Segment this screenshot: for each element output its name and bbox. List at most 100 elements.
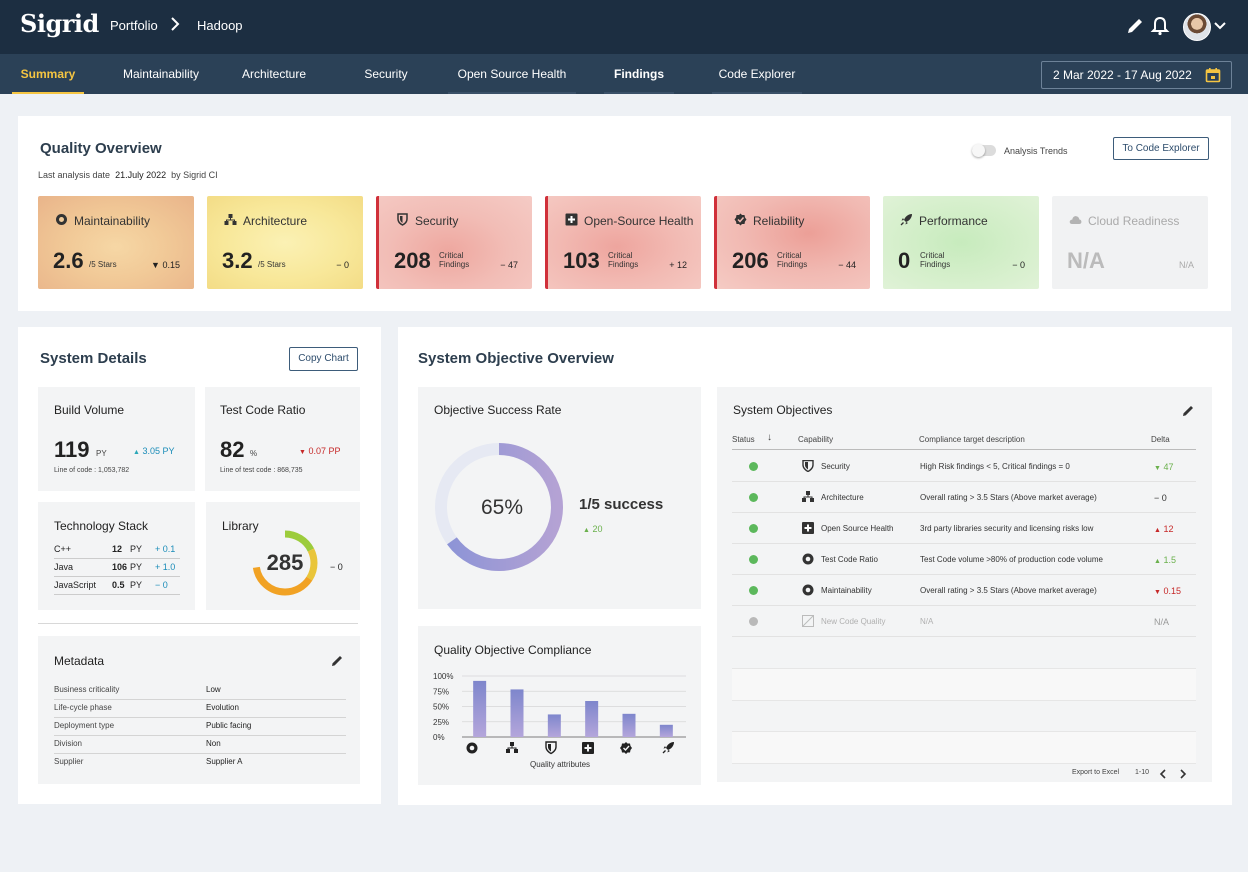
column-delta[interactable]: Delta xyxy=(1151,435,1170,444)
tile-delta: N/A xyxy=(1178,260,1194,270)
chevron-right-icon[interactable] xyxy=(1178,768,1188,780)
date-range-picker[interactable]: 2 Mar 2022 - 17 Aug 2022 xyxy=(1041,61,1232,89)
nav-bar: Summary Maintainability Architecture Sec… xyxy=(0,54,1248,94)
tab-code-explorer[interactable]: Code Explorer xyxy=(712,54,802,94)
chevron-right-icon xyxy=(171,17,180,31)
badge-check-icon xyxy=(734,213,747,226)
bell-icon[interactable] xyxy=(1149,15,1171,37)
tile-architecture[interactable]: Architecture 3.2 /5 Stars − 0 xyxy=(207,196,363,289)
export-to-excel-link[interactable]: Export to Excel xyxy=(1072,769,1120,776)
tile-value: 2.6 xyxy=(53,248,84,273)
test-code-ratio-delta: ▼ 0.07 PP xyxy=(299,446,341,456)
down-triangle-icon: ▼ xyxy=(299,449,306,456)
status-ok-icon xyxy=(749,462,758,471)
gauge-icon xyxy=(802,584,814,596)
tile-value: 208 xyxy=(394,248,431,273)
technology-stack-panel xyxy=(38,502,195,610)
tile-unit: Critical Findings xyxy=(608,251,639,269)
metadata-panel xyxy=(38,636,360,784)
y-tick-label: 75% xyxy=(433,687,449,696)
tile-unit: Critical Findings xyxy=(777,251,808,269)
empty-row xyxy=(732,731,1196,764)
bar-security xyxy=(547,714,561,737)
tile-title: Architecture xyxy=(243,214,308,228)
tile-delta: ▼ 0.15 xyxy=(151,260,180,270)
plus-square-icon xyxy=(582,742,594,754)
analysis-info: Last analysis date 21.July 2022 by Sigri… xyxy=(38,170,218,180)
tile-performance[interactable]: Performance 0 Critical Findings − 0 xyxy=(883,196,1039,289)
tile-security[interactable]: Security 208 Critical Findings − 47 xyxy=(376,196,532,289)
build-volume-panel xyxy=(38,387,195,491)
success-rate-summary: 1/5 success xyxy=(579,496,664,513)
up-triangle-icon: ▲ xyxy=(583,527,590,534)
to-code-explorer-button[interactable]: To Code Explorer xyxy=(1113,137,1209,160)
tab-architecture[interactable]: Architecture xyxy=(241,67,307,81)
copy-chart-button[interactable]: Copy Chart xyxy=(289,347,358,371)
table-row[interactable]: Architecture Overall rating > 3.5 Stars … xyxy=(732,482,1196,513)
table-row[interactable]: Test Code Ratio Test Code volume >80% of… xyxy=(732,544,1196,575)
divider xyxy=(38,623,358,624)
chevron-left-icon[interactable] xyxy=(1158,768,1168,780)
bar-performance xyxy=(659,724,673,737)
shield-icon xyxy=(545,741,557,755)
tile-title: Reliability xyxy=(753,214,805,228)
tile-open-source-health[interactable]: Open-Source Health 103 Critical Findings… xyxy=(545,196,701,289)
tab-summary[interactable]: Summary xyxy=(12,54,84,94)
tile-cloud-readiness[interactable]: Cloud Readiness N/A N/A xyxy=(1052,196,1208,289)
tile-reliability[interactable]: Reliability 206 Critical Findings − 44 xyxy=(714,196,870,289)
pencil-icon[interactable] xyxy=(1124,15,1146,37)
badge-check-icon xyxy=(620,742,632,754)
tile-maintainability[interactable]: Maintainability 2.6 /5 Stars ▼ 0.15 xyxy=(38,196,194,289)
column-description[interactable]: Compliance target description xyxy=(919,435,1025,444)
shield-icon xyxy=(802,460,814,472)
logo[interactable]: Sigrid xyxy=(20,9,99,38)
calendar-icon[interactable] xyxy=(1205,67,1221,83)
tile-value: 0 xyxy=(898,248,911,273)
library-delta: − 0 xyxy=(330,562,343,572)
tile-value: N/A xyxy=(1067,248,1105,273)
table-row: Business criticality Low xyxy=(54,682,346,700)
table-row: Deployment type Public facing xyxy=(54,718,346,736)
tab-findings[interactable]: Findings xyxy=(604,54,674,94)
breadcrumb-portfolio[interactable]: Portfolio xyxy=(110,18,158,33)
tab-open-source-health[interactable]: Open Source Health xyxy=(448,54,576,94)
list-item: JavaScript 0.5 PY − 0 xyxy=(54,577,180,595)
tile-delta: − 47 xyxy=(500,260,518,270)
tab-security[interactable]: Security xyxy=(364,67,408,81)
shield-icon xyxy=(397,213,408,226)
build-volume-delta: ▲ 3.05 PY xyxy=(133,446,175,456)
y-tick-label: 25% xyxy=(433,718,449,727)
status-ok-icon xyxy=(749,555,758,564)
table-row: Life-cycle phase Evolution xyxy=(54,700,346,718)
gauge-icon xyxy=(802,553,814,565)
tab-maintainability[interactable]: Maintainability xyxy=(122,67,200,81)
list-item: Java 106 PY + 1.0 xyxy=(54,559,180,577)
table-row[interactable]: Security High Risk findings < 5, Critica… xyxy=(732,451,1196,482)
status-na-icon xyxy=(749,617,758,626)
breadcrumb-system[interactable]: Hadoop xyxy=(197,18,243,33)
column-capability[interactable]: Capability xyxy=(798,435,834,444)
cloud-icon xyxy=(1069,216,1082,224)
column-status[interactable]: Status xyxy=(732,435,755,444)
pencil-icon[interactable] xyxy=(331,654,344,667)
test-code-ratio-caption: Line of test code : 868,735 xyxy=(220,467,303,474)
chevron-down-icon[interactable] xyxy=(1213,17,1227,35)
table-row[interactable]: Open Source Health 3rd party libraries s… xyxy=(732,513,1196,544)
system-objective-overview-title: System Objective Overview xyxy=(418,350,614,367)
build-volume-caption: Line of code : 1,053,782 xyxy=(54,467,130,474)
date-range-text: 2 Mar 2022 - 17 Aug 2022 xyxy=(1053,68,1192,82)
table-row[interactable]: New Code Quality N/A N/A xyxy=(732,606,1196,637)
analysis-trends-toggle[interactable] xyxy=(972,144,996,157)
tile-value: 206 xyxy=(732,248,769,273)
bar-reliability xyxy=(622,713,636,737)
table-row[interactable]: Maintainability Overall rating > 3.5 Sta… xyxy=(732,575,1196,606)
avatar[interactable] xyxy=(1183,13,1211,41)
sort-arrow-icon[interactable]: ↓ xyxy=(767,432,772,443)
objective-success-rate-title: Objective Success Rate xyxy=(434,403,562,417)
top-bar: Sigrid Portfolio Hadoop xyxy=(0,0,1248,54)
tile-unit: Critical Findings xyxy=(920,251,951,269)
pencil-icon[interactable] xyxy=(1182,404,1195,417)
hierarchy-icon xyxy=(802,491,814,502)
y-tick-label: 100% xyxy=(433,672,453,681)
library-donut xyxy=(252,530,318,596)
